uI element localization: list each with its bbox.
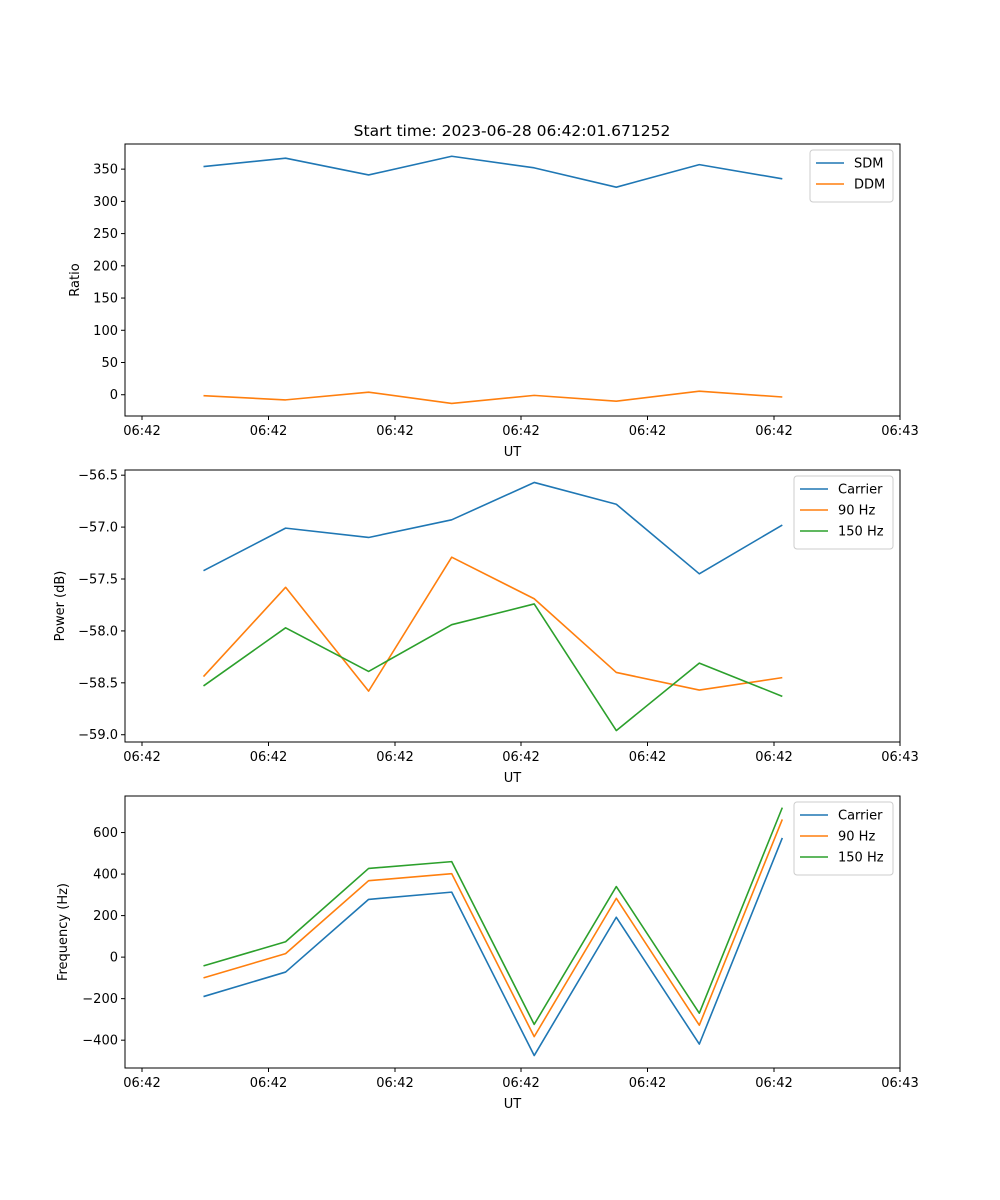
y-tick-label: 100 — [93, 324, 118, 339]
y-axis-label: Power (dB) — [53, 571, 68, 642]
legend-entry: 90 Hz — [838, 830, 875, 845]
y-tick-label: −57.0 — [78, 521, 118, 536]
x-tick-label: 06:42 — [629, 1076, 666, 1091]
chart-panel-3: 06:42 06:42 06:42 06:42 06:42 06:42 06:43 −400 −… — [56, 795, 919, 1112]
x-tick-label: 06:42 — [376, 1076, 413, 1091]
y-tick-label: −58.0 — [78, 624, 118, 639]
legend: SDM DDM — [809, 149, 894, 203]
chart-panel-1: 06:42 06:42 06:42 06:42 06:42 06:42 06:43 0 50 10… — [68, 143, 919, 460]
x-tick-label: 06:42 — [250, 1076, 287, 1091]
legend: Carrier 90 Hz 150 Hz — [793, 801, 894, 876]
legend-entry: Carrier — [838, 809, 883, 824]
x-tick-label: 06:42 — [502, 424, 539, 439]
figure-title: Start time: 2023-06-28 06:42:01.671252 — [354, 122, 671, 140]
y-tick-label: −57.5 — [78, 573, 118, 588]
x-axis-label: UT — [504, 445, 522, 460]
x-tick-label: 06:43 — [881, 424, 918, 439]
y-tick-label: 200 — [93, 259, 118, 274]
axes-frame — [124, 795, 901, 1069]
y-tick-label: 200 — [93, 909, 118, 924]
y-tick-label: 400 — [93, 868, 118, 883]
y-tick-label: 0 — [110, 951, 118, 966]
legend: Carrier 90 Hz 150 Hz — [793, 475, 894, 550]
axes-frame — [124, 143, 901, 417]
series-line-90-hz — [203, 819, 784, 1038]
legend-entry: Carrier — [838, 483, 883, 498]
y-tick-label: 150 — [93, 292, 118, 307]
y-axis-label: Frequency (Hz) — [56, 883, 71, 981]
x-tick-label: 06:43 — [881, 1076, 918, 1091]
series-line-90-hz — [202, 556, 783, 692]
y-tick-label: 0 — [110, 388, 118, 403]
series-line-150-hz — [203, 807, 784, 1026]
legend-entry: SDM — [854, 157, 883, 172]
x-axis-label: UT — [504, 1097, 522, 1112]
legend-entry: 150 Hz — [838, 525, 884, 540]
y-tick-label: 50 — [101, 356, 118, 371]
x-axis-label: UT — [504, 771, 522, 786]
series-line-150-hz — [203, 603, 783, 732]
legend-entry: 150 Hz — [838, 851, 884, 866]
y-tick-label: −58.5 — [78, 676, 118, 691]
y-tick-label: −56.5 — [78, 469, 118, 484]
x-tick-label: 06:43 — [881, 750, 918, 765]
chart-panel-2: 06:42 06:42 06:42 06:42 06:42 06:42 06:43 −59.0… — [53, 469, 919, 786]
x-tick-label: 06:42 — [123, 424, 160, 439]
y-tick-label: 300 — [93, 195, 118, 210]
x-tick-label: 06:42 — [502, 750, 539, 765]
axes-frame — [124, 469, 901, 743]
legend-entry: 90 Hz — [838, 504, 875, 519]
x-tick-label: 06:42 — [755, 750, 792, 765]
x-tick-label: 06:42 — [629, 424, 666, 439]
y-axis-label: Ratio — [68, 263, 83, 296]
y-tick-label: −200 — [82, 992, 118, 1007]
x-tick-label: 06:42 — [629, 750, 666, 765]
x-tick-label: 06:42 — [755, 1076, 792, 1091]
series-line-ddm — [203, 390, 783, 405]
y-tick-label: 600 — [93, 826, 118, 841]
x-tick-label: 06:42 — [376, 750, 413, 765]
series-line-carrier — [203, 481, 783, 575]
y-tick-label: −400 — [82, 1034, 118, 1049]
series-line-sdm — [203, 155, 783, 188]
y-tick-label: −59.0 — [78, 728, 118, 743]
legend-entry: DDM — [854, 178, 885, 193]
y-tick-label: 350 — [93, 163, 118, 178]
x-tick-label: 06:42 — [502, 1076, 539, 1091]
x-tick-label: 06:42 — [755, 424, 792, 439]
x-tick-label: 06:42 — [376, 424, 413, 439]
x-tick-label: 06:42 — [250, 424, 287, 439]
x-tick-label: 06:42 — [250, 750, 287, 765]
x-tick-label: 06:42 — [123, 1076, 160, 1091]
x-tick-label: 06:42 — [123, 750, 160, 765]
y-tick-label: 250 — [93, 227, 118, 242]
series-line-carrier — [203, 837, 784, 1057]
